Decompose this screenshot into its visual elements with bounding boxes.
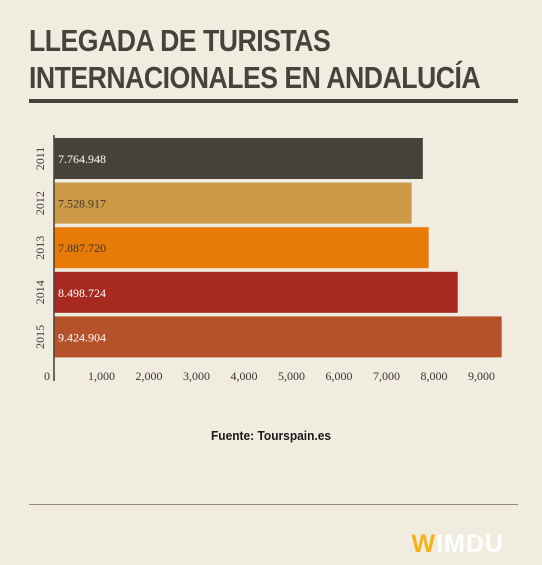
x-tick-label-8000: 8,000 (421, 369, 448, 383)
y-tick-label-2012: 2012 (33, 191, 47, 215)
source-note: Fuente: Tourspain.es (210, 428, 332, 443)
bar-2013 (54, 227, 429, 269)
chart-title: LLEGADA DE TURISTAS INTERNACIONALES EN A… (29, 22, 481, 96)
x-tick-label-3000: 3,000 (183, 369, 210, 383)
bar-chart: 7.764.948 2011 7.528.917 2012 7.887.720 2013 8… (33, 135, 502, 383)
x-tick-label-5000: 5,000 (278, 369, 305, 383)
x-tick-label-2000: 2,000 (136, 369, 163, 383)
data-label-2013: 7.887.720 (58, 241, 106, 255)
x-tick-label-0: 0 (44, 369, 50, 383)
x-tick-label-1000: 1,000 (88, 369, 115, 383)
bar-2012 (54, 182, 412, 224)
data-label-2011: 7.764.948 (58, 152, 106, 166)
title-divider (29, 99, 518, 103)
bar-2011 (54, 138, 423, 179)
chart-title-line-1: LLEGADA DE TURISTAS (29, 23, 331, 58)
x-tick-label-4000: 4,000 (231, 369, 258, 383)
bar-2014 (54, 271, 458, 313)
y-tick-label-2015: 2015 (33, 325, 47, 349)
x-tick-label-9000: 9,000 (468, 369, 495, 383)
y-tick-label-2014: 2014 (33, 280, 47, 304)
data-label-2015: 9.424.904 (58, 330, 106, 344)
x-tick-label-6000: 6,000 (326, 369, 353, 383)
bar-2015 (54, 316, 502, 358)
chart-title-line-2: INTERNACIONALES EN ANDALUCÍA (29, 60, 481, 95)
x-tick-label-7000: 7,000 (373, 369, 400, 383)
y-tick-label-2013: 2013 (33, 236, 47, 260)
y-tick-label-2011: 2011 (33, 147, 47, 171)
data-label-2014: 8.498.724 (58, 286, 106, 300)
footer-divider (29, 504, 518, 505)
data-label-2012: 7.528.917 (58, 197, 106, 211)
wimdu-logo: WIMDU (411, 530, 504, 558)
